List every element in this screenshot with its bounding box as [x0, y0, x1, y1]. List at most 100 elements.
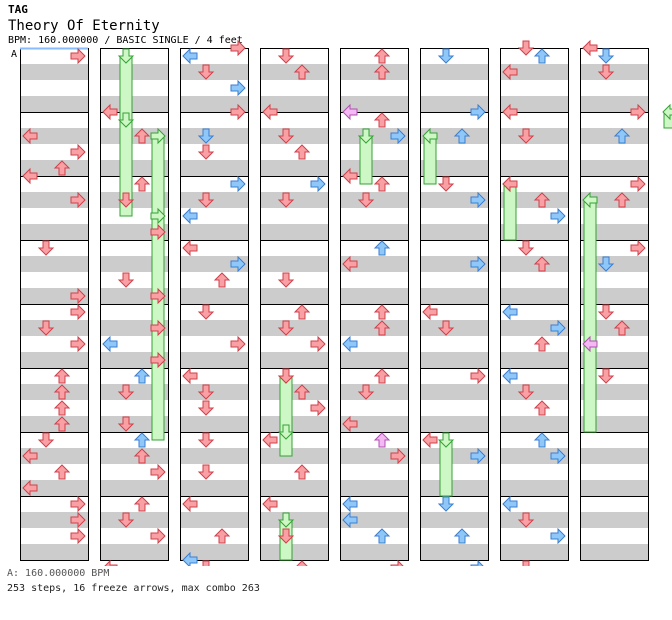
beat-stripe [261, 448, 328, 464]
beat-stripe [21, 224, 88, 240]
freeze-arrow [583, 199, 597, 433]
step-arrow [502, 367, 518, 385]
beat-stripe [421, 320, 488, 336]
step-arrow [517, 384, 535, 400]
beat-stripe [261, 160, 328, 176]
beat-stripe [421, 64, 488, 80]
step-arrow [597, 304, 615, 320]
chart-column [20, 48, 89, 561]
step-arrow [437, 176, 455, 192]
step-arrow [533, 400, 551, 416]
step-arrow [230, 175, 246, 193]
beat-stripe [341, 288, 408, 304]
beat-stripe [101, 96, 168, 112]
beat-stripe [181, 128, 248, 144]
step-arrow [597, 256, 615, 272]
step-arrow [502, 103, 518, 121]
step-arrow [293, 304, 311, 320]
beat-stripe [421, 480, 488, 496]
step-arrow [70, 527, 86, 545]
step-arrow [342, 495, 358, 513]
step-arrow [470, 103, 486, 121]
beat-stripe [261, 544, 328, 560]
beat-stripe [581, 512, 648, 528]
step-arrow [197, 400, 215, 416]
step-arrow [517, 512, 535, 528]
step-arrow [230, 255, 246, 273]
beat-stripe [101, 512, 168, 528]
beat-stripe [101, 224, 168, 240]
step-arrow [53, 464, 71, 480]
beat-stripe [501, 320, 568, 336]
beat-stripe [341, 416, 408, 432]
freeze-arrow [439, 439, 453, 497]
step-arrow [70, 335, 86, 353]
beat-stripe [421, 544, 488, 560]
step-arrow [342, 255, 358, 273]
beat-stripe [21, 448, 88, 464]
beat-stripe [501, 128, 568, 144]
beat-stripe [101, 192, 168, 208]
step-arrow [53, 384, 71, 400]
beat-stripe [101, 384, 168, 400]
step-arrow [150, 319, 166, 337]
step-arrow [22, 479, 38, 497]
beat-stripe [261, 224, 328, 240]
beat-stripe [261, 352, 328, 368]
beat-stripe [421, 224, 488, 240]
beat-stripe [501, 416, 568, 432]
step-arrow [550, 527, 566, 545]
stats-line: 253 steps, 16 freeze arrows, max combo 2… [7, 583, 260, 594]
beat-stripe [581, 96, 648, 112]
step-arrow [342, 335, 358, 353]
beat-stripe [581, 544, 648, 560]
step-arrow [293, 144, 311, 160]
step-arrow [150, 351, 166, 369]
step-arrow [213, 528, 231, 544]
beat-stripe [581, 416, 648, 432]
step-arrow [522, 560, 530, 566]
step-arrow [53, 416, 71, 432]
step-arrow [550, 319, 566, 337]
bpm-marker: A [11, 49, 17, 60]
beat-stripe [421, 512, 488, 528]
beat-stripe [581, 256, 648, 272]
step-arrow [390, 559, 406, 566]
step-arrow [373, 320, 391, 336]
beat-stripe [181, 96, 248, 112]
beat-stripe [421, 160, 488, 176]
step-arrow [373, 64, 391, 80]
step-arrow [310, 335, 326, 353]
step-arrow [53, 160, 71, 176]
tag-label: TAG [8, 3, 28, 16]
step-arrow [613, 128, 631, 144]
beat-stripe [181, 288, 248, 304]
step-arrow [342, 167, 358, 185]
step-arrow [22, 127, 38, 145]
beat-stripe [341, 224, 408, 240]
beat-stripe [21, 480, 88, 496]
step-arrow [277, 128, 295, 144]
beat-stripe [181, 224, 248, 240]
step-arrow [197, 192, 215, 208]
beat-stripe [421, 192, 488, 208]
beat-stripe [181, 352, 248, 368]
step-arrow [133, 496, 151, 512]
step-arrow [342, 511, 358, 529]
beat-stripe [421, 256, 488, 272]
step-arrow [70, 495, 86, 513]
step-arrow [310, 175, 326, 193]
beat-stripe [581, 384, 648, 400]
beat-stripe [341, 448, 408, 464]
step-arrow [230, 39, 246, 57]
step-arrow [630, 103, 646, 121]
step-arrow [437, 496, 455, 512]
step-arrow [342, 103, 358, 121]
step-arrow [453, 128, 471, 144]
chart-column [340, 48, 409, 561]
step-arrow [453, 528, 471, 544]
step-arrow [582, 191, 598, 209]
step-arrow [197, 304, 215, 320]
chart-column [260, 48, 329, 561]
step-arrow [197, 128, 215, 144]
